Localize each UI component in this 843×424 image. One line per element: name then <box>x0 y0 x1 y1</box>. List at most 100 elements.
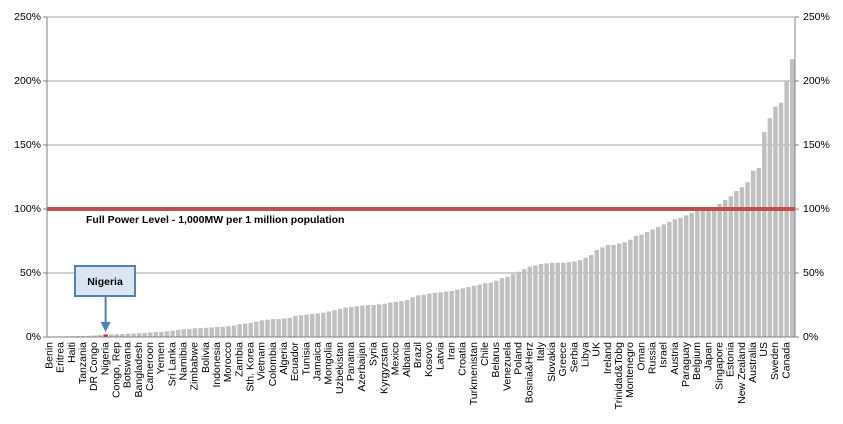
callout-label: Nigeria <box>87 276 123 288</box>
bar <box>120 333 125 337</box>
x-tick-label: US <box>758 342 770 357</box>
x-tick-label: Morocco <box>222 342 234 382</box>
x-tick-label: Eritrea <box>55 342 67 373</box>
bar <box>762 132 767 337</box>
bar <box>533 265 538 337</box>
bar <box>600 247 605 337</box>
bar <box>488 282 494 337</box>
bar <box>549 262 555 337</box>
bar <box>728 196 734 337</box>
x-tick-label: Bangladesh <box>133 342 145 398</box>
bar <box>164 331 170 337</box>
bar <box>404 299 410 337</box>
bar <box>566 262 572 337</box>
x-tick-label: Canada <box>780 342 792 379</box>
bar <box>527 266 533 337</box>
bar <box>226 326 231 337</box>
x-tick-label: Singapore <box>713 342 725 390</box>
y-tick-label: 0% <box>26 331 41 343</box>
x-tick-label: Serbia <box>568 342 580 373</box>
bar <box>136 333 142 337</box>
bar <box>678 217 683 337</box>
bar <box>326 311 332 337</box>
bar <box>449 290 454 337</box>
bar <box>92 335 97 337</box>
bar <box>309 313 315 337</box>
bar <box>248 322 253 337</box>
bar <box>661 224 667 337</box>
bar <box>231 325 237 337</box>
x-tick-label: Uzbekistan <box>334 342 346 394</box>
bar <box>745 182 750 337</box>
x-tick-label: Haiti <box>66 342 78 363</box>
x-tick-label: Belgium <box>691 342 703 380</box>
bar <box>86 335 92 337</box>
bar <box>561 262 566 337</box>
bar <box>510 274 516 337</box>
y-tick-label: 150% <box>14 139 41 151</box>
x-tick-label: Italy <box>535 341 547 361</box>
bar <box>108 334 114 337</box>
x-tick-label: Latvia <box>434 342 446 370</box>
bar <box>187 328 192 337</box>
y2-tick-label: 200% <box>803 75 830 87</box>
bar <box>125 333 131 337</box>
bar <box>739 187 745 337</box>
bar <box>242 323 248 337</box>
bar <box>354 306 360 337</box>
bar <box>734 191 739 337</box>
y2-tick-label: 150% <box>803 139 830 151</box>
x-tick-label: Russia <box>646 342 658 374</box>
x-tick-label: Colombia <box>267 342 279 387</box>
x-tick-label: Sri Lanka <box>166 342 178 387</box>
bar <box>443 291 449 337</box>
x-tick-label: Tanzania <box>77 342 89 384</box>
y-tick-label: 100% <box>14 203 41 215</box>
x-tick-label: New Zealand <box>736 342 748 404</box>
x-tick-label: Vietnam <box>256 342 268 381</box>
x-tick-label: Poland <box>512 342 524 375</box>
bar <box>332 310 337 337</box>
bar <box>516 271 521 337</box>
x-tick-label: Paraguay <box>680 341 692 387</box>
bar <box>293 315 298 337</box>
bar <box>270 319 276 337</box>
bar <box>544 263 549 337</box>
bar <box>572 261 577 337</box>
bar <box>415 295 421 337</box>
bar <box>683 215 689 337</box>
bar <box>767 118 773 338</box>
bar <box>633 235 639 337</box>
bar <box>594 249 600 337</box>
bar <box>343 307 348 337</box>
bar <box>365 305 371 337</box>
bar <box>237 324 242 337</box>
x-tick-label: Oman <box>635 342 647 371</box>
bar <box>689 212 694 337</box>
bar <box>778 102 784 337</box>
x-tick-label: Ecuador <box>289 341 301 381</box>
reference-label: Full Power Level - 1,000MW per 1 million… <box>86 214 344 226</box>
bar <box>103 334 108 337</box>
x-tick-label: Tunisia <box>300 342 312 376</box>
x-tick-label: Namibia <box>178 342 190 381</box>
x-tick-label: Ireland <box>602 342 614 374</box>
bar <box>477 284 482 337</box>
x-tick-label: Mexico <box>390 342 402 375</box>
bar <box>650 229 655 337</box>
bar <box>438 292 443 337</box>
bar <box>203 327 209 337</box>
x-tick-label: Slovakia <box>546 342 558 382</box>
bar <box>482 283 488 337</box>
x-tick-label: Australia <box>747 342 759 383</box>
bar <box>611 244 616 337</box>
x-tick-label: Bosnia&Herz <box>524 342 536 403</box>
x-tick-label: Sth. Korea <box>245 342 257 392</box>
bar <box>577 260 583 337</box>
bar <box>315 313 320 337</box>
bar <box>499 278 505 337</box>
x-tick-label: Belarus <box>490 342 502 378</box>
bar <box>265 319 270 337</box>
x-tick-label: Nigeria <box>99 342 111 375</box>
x-tick-label: Chile <box>479 342 491 366</box>
